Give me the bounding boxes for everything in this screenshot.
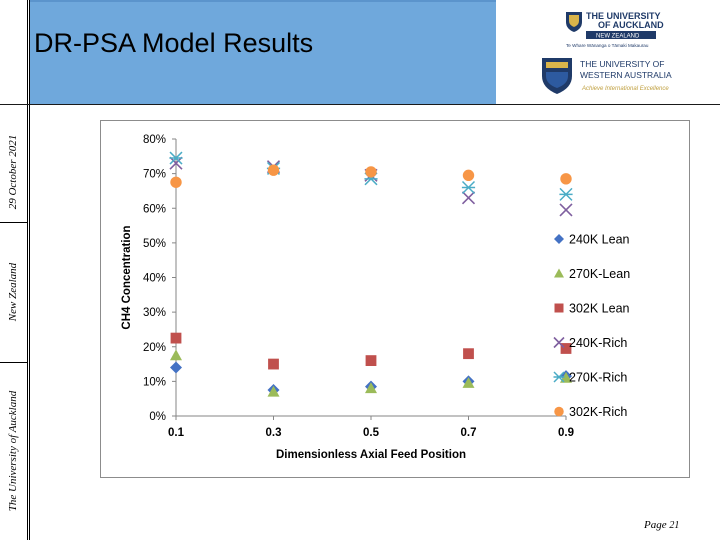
header-band-edge — [30, 0, 496, 2]
legend-marker — [553, 371, 565, 383]
legend-label: 302K-Rich — [569, 405, 627, 419]
data-point — [461, 191, 476, 205]
uwa-line2: WESTERN AUSTRALIA — [580, 70, 672, 80]
side-divider-inner — [29, 0, 30, 540]
data-point — [559, 203, 573, 217]
legend-marker — [553, 336, 565, 349]
side-divider — [27, 0, 28, 540]
legend-label: 240K-Rich — [569, 336, 627, 350]
legend-marker — [554, 268, 564, 278]
legend-label: 270K-Lean — [569, 267, 630, 281]
legend-label: 302K Lean — [569, 302, 630, 316]
side-separator — [0, 222, 27, 223]
data-point — [267, 385, 280, 397]
y-tick-label: 70% — [143, 169, 166, 181]
x-tick-label: 0.1 — [168, 427, 185, 439]
side-country: New Zealand — [7, 262, 19, 322]
x-tick-label: 0.3 — [266, 427, 282, 439]
y-tick-label: 10% — [143, 376, 166, 388]
y-axis-label: CH4 Concentration — [121, 225, 133, 329]
data-point — [365, 355, 377, 366]
x-axis-label: Dimensionless Axial Feed Position — [276, 449, 466, 461]
side-strip — [0, 0, 27, 540]
auckland-tagline: Te Whare Wānanga o Tāmaki Makaurau — [566, 43, 649, 48]
data-point — [267, 164, 280, 176]
page-label: Page — [644, 519, 667, 531]
data-point — [169, 156, 183, 170]
data-point — [170, 176, 182, 188]
data-point — [365, 382, 377, 394]
header-band — [30, 0, 496, 104]
legend-marker — [554, 406, 564, 417]
university-logos: THE UNIVERSITY OF AUCKLAND NEW ZEALAND T… — [542, 11, 672, 94]
data-point — [170, 332, 182, 344]
data-point — [560, 343, 572, 354]
legend-label: 270K-Rich — [569, 371, 627, 385]
auckland-line2: OF AUCKLAND — [598, 20, 664, 30]
y-tick-label: 0% — [149, 411, 166, 423]
side-university: The University of Auckland — [7, 390, 19, 512]
legend-marker — [554, 234, 564, 244]
logo-area: THE UNIVERSITY OF AUCKLAND NEW ZEALAND T… — [496, 0, 720, 104]
data-point — [170, 361, 182, 374]
legend-marker — [554, 303, 564, 313]
chart-marks — [169, 151, 573, 397]
y-tick-label: 20% — [143, 342, 166, 354]
uwa-tagline: Achieve International Excellence — [581, 86, 669, 92]
auckland-logo: THE UNIVERSITY OF AUCKLAND NEW ZEALAND T… — [566, 11, 664, 48]
x-tick-label: 0.5 — [363, 427, 380, 439]
slide-title: DR-PSA Model Results — [34, 28, 314, 58]
side-date: 29 October 2021 — [7, 134, 19, 210]
y-tick-label: 30% — [143, 307, 166, 319]
uwa-logo: THE UNIVERSITY OF WESTERN AUSTRALIA Achi… — [542, 58, 672, 94]
page-number-value: 21 — [669, 520, 680, 531]
page-number: Page 21 — [644, 519, 679, 531]
y-tick-label: 50% — [143, 238, 166, 250]
y-tick-label: 40% — [143, 273, 166, 285]
chart-axes: 0% 10% 20% 30% 40% 50% 60% 70% 80% 0.1 0.3 0.5 0.7 0.… — [143, 134, 574, 439]
x-tick-label: 0.9 — [558, 427, 574, 439]
chart-legend: 240K Lean 270K-Lean 302K Lean 240K-Rich 270K… — [553, 233, 630, 419]
data-point — [268, 358, 279, 370]
scatter-chart: 0% 10% 20% 30% 40% 50% 60% 70% 80% 0.1 0.3 0.5 0.7 0.… — [121, 134, 630, 461]
data-point — [462, 169, 475, 182]
data-point — [170, 349, 182, 361]
data-point — [463, 348, 474, 360]
chart-frame: 0% 10% 20% 30% 40% 50% 60% 70% 80% 0.1 0.3 0.5 0.7 0.… — [100, 120, 690, 478]
data-point — [365, 166, 377, 178]
y-tick-label: 80% — [143, 134, 166, 146]
y-tick-label: 60% — [143, 203, 166, 215]
uwa-line1: THE UNIVERSITY OF — [580, 59, 664, 69]
data-point — [169, 151, 183, 165]
side-separator — [0, 362, 27, 363]
auckland-line1: THE UNIVERSITY — [586, 11, 661, 21]
data-point — [560, 173, 572, 185]
x-tick-label: 0.7 — [461, 427, 477, 439]
data-point — [559, 187, 573, 201]
auckland-band: NEW ZEALAND — [596, 34, 640, 40]
legend-label: 240K Lean — [569, 233, 630, 247]
header-rule — [0, 104, 720, 105]
data-point — [462, 377, 475, 388]
data-point — [461, 180, 476, 195]
